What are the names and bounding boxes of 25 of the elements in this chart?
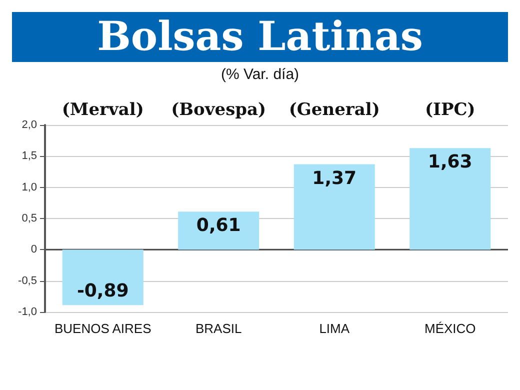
text: (Bovespa) [171, 100, 266, 120]
data-label: 1,63 [428, 152, 472, 173]
bar [294, 164, 375, 250]
data-label: -0,89 [76, 280, 129, 302]
y-tick-label: -0,5 [18, 274, 37, 287]
x-tick-label: MÉXICO [424, 321, 476, 336]
data-label: 1,37 [312, 168, 357, 189]
chart-subtitle: (% Var. día) [220, 66, 300, 83]
text: (General) [288, 100, 380, 120]
x-tick-label: LIMA [319, 321, 350, 336]
text: (Merval) [62, 100, 144, 120]
x-tick-label: BRASIL [196, 321, 242, 336]
x-tick-label: BUENOS AIRES [54, 321, 152, 336]
text: (IPC) [424, 100, 476, 120]
chart-title: Bolsas Latinas [12, 12, 508, 62]
y-tick-label: -1,0 [18, 306, 37, 318]
bar [410, 148, 491, 250]
bar [62, 250, 144, 306]
bar [178, 212, 260, 250]
y-tick-label: 1,0 [22, 181, 37, 194]
y-tick-label: 1,5 [22, 150, 37, 162]
y-tick-label: 0 [30, 244, 37, 256]
y-tick-label: 0,5 [22, 212, 37, 224]
data-label: 0,61 [196, 215, 241, 236]
y-tick-label: 2,0 [22, 119, 37, 131]
